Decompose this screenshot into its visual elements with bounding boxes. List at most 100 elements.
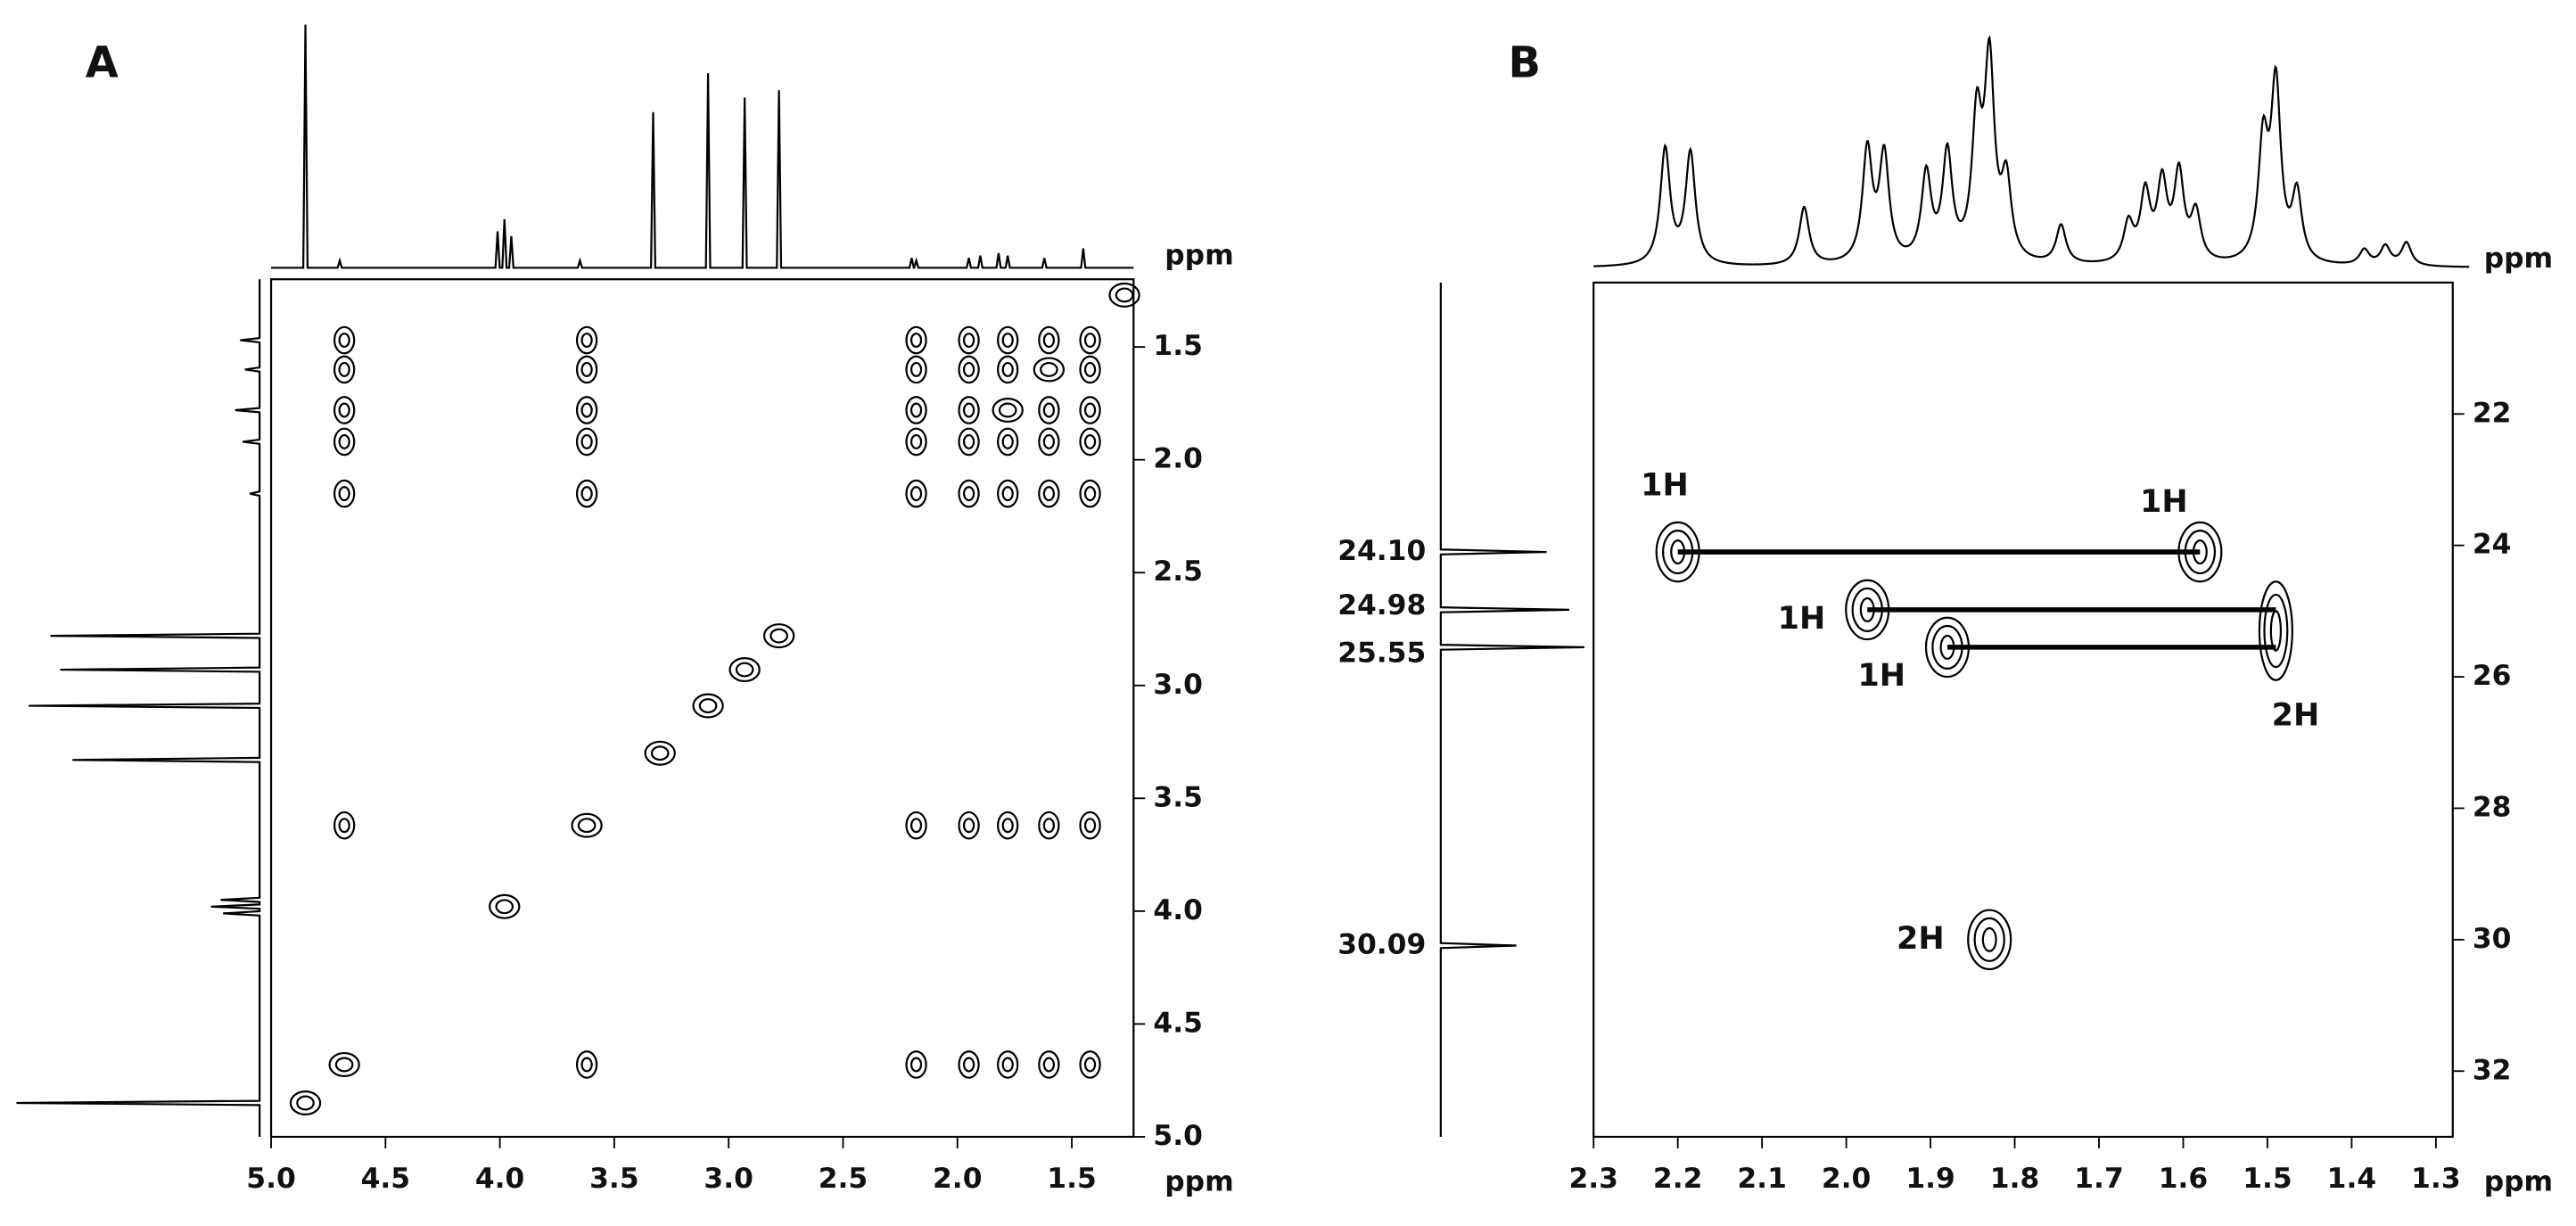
contour-level: [650, 745, 670, 761]
contour-level: [2192, 539, 2208, 565]
contour-level: [1851, 587, 1883, 632]
cross-peak: [997, 810, 1019, 840]
cross-peak: [997, 325, 1019, 355]
contour-outer: [1079, 396, 1101, 424]
contour-level: [1859, 597, 1875, 622]
y-tick-label: 4.0: [1153, 894, 1202, 926]
contour-outer: [1845, 579, 1890, 641]
contour-outer: [1108, 282, 1140, 308]
contour-level: [338, 333, 350, 349]
contour-level: [1939, 634, 1955, 660]
contour-level: [580, 433, 593, 449]
contour-level: [909, 818, 923, 834]
contour-outer: [1079, 479, 1101, 508]
cross-peak: [958, 325, 980, 355]
cross-peak: [692, 693, 724, 719]
x-axis-label: ppm: [2484, 1166, 2553, 1198]
contour-level: [338, 402, 350, 418]
contour-level: [580, 361, 593, 377]
contour-outer: [575, 355, 598, 384]
y-tick-label: 28: [2473, 791, 2512, 823]
cross-peak: [333, 355, 356, 384]
cross-peak: [1845, 579, 1890, 641]
cross-peak: [1079, 479, 1101, 508]
contour-level: [1042, 402, 1056, 418]
contour-outer: [1079, 1050, 1101, 1079]
contour-level: [909, 486, 923, 502]
contour-outer: [1924, 616, 1971, 679]
contour-level: [1083, 361, 1097, 377]
contour-outer: [2177, 521, 2223, 583]
cross-peak: [575, 479, 598, 508]
x-tick-label: 2.2: [1653, 1163, 1702, 1195]
contour-outer: [575, 396, 598, 424]
plot-frame: [269, 278, 1135, 1139]
contour-outer: [997, 810, 1019, 840]
contour-level: [580, 486, 593, 502]
cross-peak: [489, 893, 521, 919]
cross-peak: [905, 1050, 927, 1079]
contour-outer: [575, 325, 598, 355]
contour-level: [338, 486, 350, 502]
x-tick-label: 2.0: [933, 1163, 982, 1195]
contour-outer: [575, 1050, 598, 1079]
contour-outer: [958, 810, 980, 840]
contour-level: [962, 361, 975, 377]
cross-peak: [992, 398, 1024, 424]
cross-peak: [333, 810, 356, 840]
y-tick-label: 3.0: [1153, 669, 1202, 701]
cross-peak: [1967, 909, 2012, 971]
contour-level: [334, 1057, 354, 1073]
contour-level: [577, 818, 597, 834]
x-tick-label: 4.0: [475, 1163, 524, 1195]
cross-peak: [644, 740, 676, 766]
contour-level: [1040, 361, 1058, 377]
x-tick-label: 2.1: [1737, 1163, 1786, 1195]
left-projection: [16, 279, 261, 1137]
x-tick-label: 3.5: [589, 1163, 638, 1195]
contour-outer: [2258, 580, 2293, 681]
contour-outer: [489, 893, 521, 919]
contour-level: [1001, 486, 1014, 502]
contour-outer: [1038, 479, 1060, 508]
contour-level: [1001, 818, 1014, 834]
cross-peak: [1079, 355, 1101, 384]
x-axis-label: ppm: [1165, 1166, 1233, 1198]
contour-outer: [997, 479, 1019, 508]
contour-outer: [997, 1050, 1019, 1079]
y-tick-label: 2.0: [1153, 443, 1202, 475]
cross-peak: [1033, 357, 1066, 383]
x-tick-label: 1.8: [1990, 1163, 2039, 1195]
contour-outer: [905, 479, 927, 508]
contour-outer: [1033, 357, 1066, 383]
contour-outer: [905, 396, 927, 424]
contour-level: [2184, 529, 2217, 575]
contour-level: [338, 818, 350, 834]
contour-outer: [992, 398, 1024, 424]
contour-outer: [333, 355, 356, 384]
y-tick-label: 5.0: [1153, 1120, 1202, 1152]
y-tick-label: 22: [2473, 397, 2512, 429]
contour-outer: [333, 427, 356, 457]
peak-label: 1H: [2140, 484, 2188, 520]
contour-outer: [997, 325, 1019, 355]
contour-level: [2269, 610, 2283, 652]
contour-outer: [1038, 396, 1060, 424]
contour-outer: [575, 479, 598, 508]
contour-outer: [958, 479, 980, 508]
x-tick-label: 1.6: [2159, 1163, 2208, 1195]
cross-peak: [905, 325, 927, 355]
contour-level: [962, 486, 975, 502]
peak-label: 1H: [1857, 658, 1905, 694]
cross-peak: [575, 396, 598, 424]
cross-peak: [289, 1090, 322, 1115]
cross-peak: [958, 427, 980, 457]
shift-label: 25.55: [1337, 637, 1426, 669]
cross-peak: [728, 657, 761, 683]
contour-level: [1083, 486, 1097, 502]
x-tick-label: 5.0: [246, 1163, 295, 1195]
left-projection: [1439, 282, 1584, 1137]
plot-frame: [1593, 281, 2454, 1139]
contour-level: [1001, 433, 1014, 449]
